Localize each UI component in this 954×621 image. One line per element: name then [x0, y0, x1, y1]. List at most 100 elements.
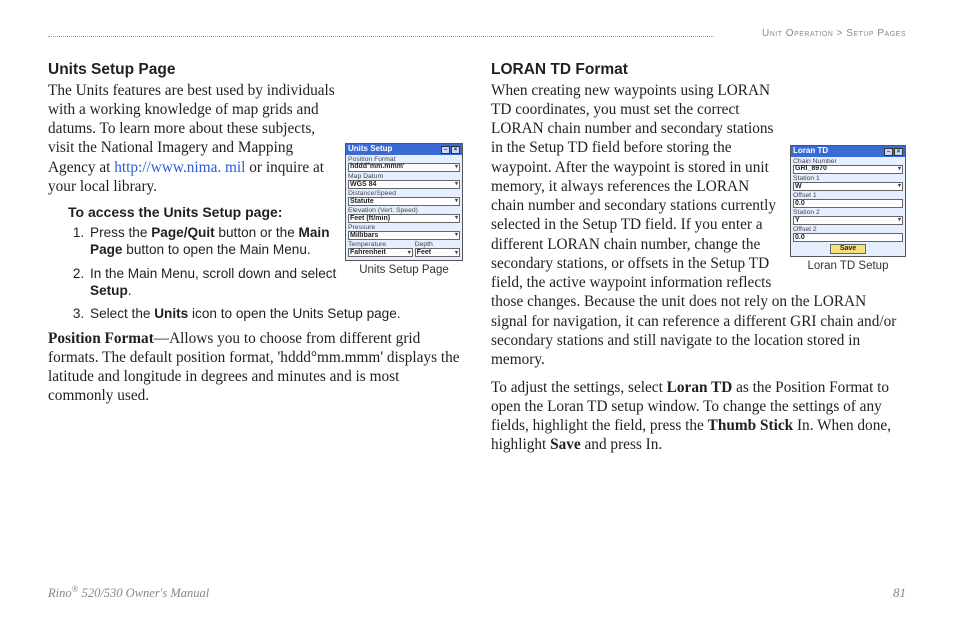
fig-label-tm: Temperature — [348, 241, 413, 248]
fig-field-pf: hddd°mm.mmm' ▾ — [348, 163, 460, 172]
step3-b: Units — [154, 306, 188, 321]
p2a: To adjust the settings, select — [491, 379, 667, 396]
step2-b: Setup — [90, 283, 128, 298]
p2g: and press In. — [581, 436, 663, 453]
fig-field-ev: Feet (ft/min)▾ — [348, 214, 460, 223]
loran-label-o2: Offset 2 — [793, 226, 903, 233]
loran-save-button: Save — [830, 244, 866, 254]
loran-heading: LORAN TD Format — [491, 60, 906, 80]
fig-field-tm: Fahrenheit ▾ — [348, 248, 413, 257]
fig-label-md: Map Datum — [348, 173, 460, 180]
step1-a: Press the — [90, 225, 151, 240]
fig-value-pf: hddd°mm.mmm' — [350, 163, 405, 170]
loran-p2: To adjust the settings, select Loran TD … — [491, 378, 906, 455]
chevron-down-icon: ▾ — [898, 166, 901, 172]
p2d: Thumb Stick — [708, 417, 793, 434]
chevron-down-icon: ▾ — [898, 217, 901, 223]
p2f: Save — [550, 436, 581, 453]
step2-a: In the Main Menu, scroll down and select — [90, 266, 336, 281]
fig-value-md: WGS 84 — [350, 181, 376, 188]
content-columns: Units Setup Page Units Setup –× Position… — [48, 60, 906, 463]
chevron-down-icon: ▾ — [455, 232, 458, 238]
loran-fig-body: Chain Number GRI_8970▾ Station 1 W▾ Offs… — [791, 157, 905, 257]
footer-manual: 520/530 Owner's Manual — [78, 586, 209, 600]
loran-label-s1: Station 1 — [793, 175, 903, 182]
footer-page-number: 81 — [893, 585, 906, 601]
minimize-icon: – — [441, 146, 450, 154]
close-icon: × — [894, 148, 903, 156]
p2b: Loran TD — [667, 379, 733, 396]
step2-c: . — [128, 283, 132, 298]
chevron-down-icon: ▾ — [898, 183, 901, 189]
close-icon: × — [451, 146, 460, 154]
pf-label: Position Format — [48, 330, 154, 347]
chevron-down-icon: ▾ — [455, 198, 458, 204]
fig-value-pr: Millibars — [350, 232, 378, 239]
loran-fig-caption: Loran TD Setup — [790, 259, 906, 273]
loran-field-s2: Y▾ — [793, 216, 903, 225]
loran-field-o1: 0.0 — [793, 199, 903, 208]
loran-figure: Loran TD –× Chain Number GRI_8970 ▾ Stati… — [790, 145, 906, 274]
right-column: LORAN TD Format Loran TD –× Chain Number… — [491, 60, 906, 463]
units-setup-screenshot: Units Setup –× Position Format hddd°mm.m… — [345, 143, 463, 262]
nima-link-part2[interactable]: mil — [225, 159, 245, 176]
loran-value-s2: Y — [795, 217, 800, 224]
fig-label-pr: Pressure — [348, 224, 460, 231]
chevron-down-icon: ▾ — [455, 181, 458, 187]
loran-field-cn: GRI_8970 ▾ — [793, 165, 903, 174]
fig-label-ev: Elevation (Vert. Speed) — [348, 207, 460, 214]
loran-label-cn: Chain Number — [793, 158, 903, 165]
fig-label-ds: Distance/Speed — [348, 190, 460, 197]
loran-window-buttons: –× — [883, 147, 903, 156]
loran-field-s1: W▾ — [793, 182, 903, 191]
fig-label-pf: Position Format — [348, 156, 460, 163]
step3-a: Select the — [90, 306, 154, 321]
loran-field-o2: 0.0 — [793, 233, 903, 242]
fig-field-ds: Statute ▾ — [348, 197, 460, 206]
loran-fig-titlebar: Loran TD –× — [791, 146, 905, 157]
units-fig-caption: Units Setup Page — [345, 263, 463, 277]
fig-body: Position Format hddd°mm.mmm'▾ Map Datum … — [346, 155, 462, 261]
loran-value-cn: GRI_8970 — [795, 165, 827, 172]
fig-field-dp: Feet ▾ — [415, 248, 460, 257]
footer-left: Rino® 520/530 Owner's Manual — [48, 584, 209, 601]
loran-value-o1: 0.0 — [795, 200, 805, 207]
loran-fig-title: Loran TD — [793, 147, 828, 155]
loran-screenshot: Loran TD –× Chain Number GRI_8970 ▾ Stati… — [790, 145, 906, 258]
fig-value-dp: Feet — [417, 249, 431, 256]
nima-link-part1[interactable]: http://www.nima. — [114, 159, 221, 176]
step1-b: Page/Quit — [151, 225, 214, 240]
breadcrumb: Unit Operation > Setup Pages — [762, 28, 906, 39]
step-3: Select the Units icon to open the Units … — [88, 305, 461, 322]
left-column: Units Setup Page Units Setup –× Position… — [48, 60, 463, 463]
fig-field-md: WGS 84 ▾ — [348, 180, 460, 189]
chevron-down-icon: ▾ — [455, 250, 458, 256]
breadcrumb-section: Unit Operation — [762, 28, 833, 39]
breadcrumb-page: Setup Pages — [846, 28, 906, 39]
fig-titlebar: Units Setup –× — [346, 144, 462, 155]
step3-c: icon to open the Units Setup page. — [188, 306, 400, 321]
loran-value-s1: W — [795, 183, 802, 190]
fig-value-tm: Fahrenheit — [350, 249, 386, 256]
loran-label-s2: Station 2 — [793, 209, 903, 216]
chevron-down-icon: ▾ — [455, 164, 458, 170]
fig-value-ds: Statute — [350, 198, 374, 205]
footer-product: Rino — [48, 586, 72, 600]
fig-label-dp: Depth — [415, 241, 460, 248]
minimize-icon: – — [884, 148, 893, 156]
fig-row-tmdp: Temperature Fahrenheit ▾ Depth Feet ▾ — [348, 241, 460, 258]
header-divider — [48, 36, 714, 37]
breadcrumb-sep: > — [833, 28, 846, 39]
chevron-down-icon: ▾ — [408, 250, 411, 256]
step1-c: button or the — [215, 225, 299, 240]
step1-e: button to open the Main Menu. — [123, 242, 311, 257]
fig-title: Units Setup — [348, 145, 392, 153]
loran-label-o1: Offset 1 — [793, 192, 903, 199]
chevron-down-icon: ▾ — [455, 215, 458, 221]
fig-field-pr: Millibars ▾ — [348, 231, 460, 240]
fig-window-buttons: –× — [440, 145, 460, 154]
loran-value-o2: 0.0 — [795, 234, 805, 241]
units-setup-heading: Units Setup Page — [48, 60, 463, 80]
position-format-paragraph: Position Format—Allows you to choose fro… — [48, 329, 463, 406]
units-setup-figure: Units Setup –× Position Format hddd°mm.m… — [345, 143, 463, 278]
